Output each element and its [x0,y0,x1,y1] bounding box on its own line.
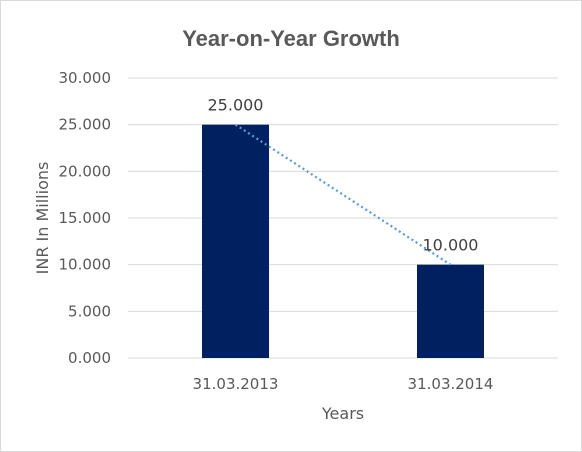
y-tick-label: 20.000 [59,162,112,180]
data-label: 10.000 [423,236,479,255]
bar [417,264,484,358]
y-tick-label: 30.000 [59,69,112,87]
y-tick-label: 15.000 [59,209,112,227]
gridlines [128,77,558,359]
y-tick-label: 10.000 [59,256,112,274]
x-tick-label: 31.03.2014 [408,375,494,393]
bars [202,124,484,359]
bar [202,124,269,359]
data-label: 25.000 [208,96,264,115]
y-axis-title: INR In Millions [33,162,52,275]
x-tick-label: 31.03.2013 [193,375,279,393]
y-tick-label: 25.000 [59,116,112,134]
x-axis-title: Years [321,404,364,423]
data-labels: 25.000 10.000 [208,96,479,255]
y-tick-label: 5.000 [68,302,111,320]
y-axis-ticks: 0.000 5.000 10.000 15.000 20.000 25.000 30.000 [59,69,112,367]
chart-title: Year-on-Year Growth [182,26,400,51]
x-axis-ticks: 31.03.2013 31.03.2014 [193,375,494,393]
y-tick-label: 0.000 [68,349,111,367]
